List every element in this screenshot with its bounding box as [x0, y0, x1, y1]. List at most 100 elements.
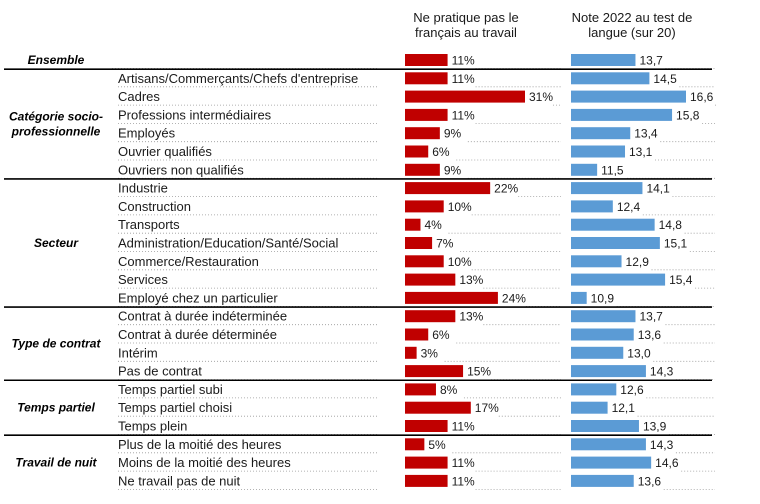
bar-blue [571, 255, 622, 268]
bar-red-label: 8% [440, 383, 458, 397]
bar-red [405, 401, 471, 414]
group-label: Type de contrat [12, 337, 102, 351]
bar-blue-label: 14,6 [655, 456, 679, 470]
group-label: professionnelle [11, 125, 101, 139]
bar-blue-label: 14,5 [653, 72, 677, 86]
bar-red [405, 54, 448, 66]
row-label: Temps partiel subi [118, 382, 223, 397]
group-label: Secteur [34, 236, 79, 250]
group-label: Temps partiel [17, 401, 95, 415]
bar-red-label: 13% [459, 310, 483, 324]
bar-red [405, 291, 498, 304]
bar-blue [571, 127, 631, 140]
bar-blue-label: 12,1 [612, 401, 636, 415]
bar-blue [571, 383, 617, 396]
bar-red-label: 11% [452, 420, 475, 434]
bar-red [405, 218, 421, 231]
bar-red [405, 255, 444, 268]
bar-red-label: 9% [444, 163, 462, 177]
bar-blue-label: 14,8 [659, 218, 683, 232]
bar-blue [571, 365, 646, 378]
bar-blue-label: 16,6 [690, 90, 714, 104]
bar-blue-label: 13,1 [629, 145, 653, 159]
bar-red [405, 310, 456, 323]
bar-blue-label: 14,3 [650, 438, 674, 452]
bar-red [405, 438, 425, 451]
row-label: Commerce/Restauration [118, 254, 259, 269]
bar-red [405, 108, 448, 121]
row-label: Ouvrier qualifiés [118, 144, 212, 159]
row-label: Employé chez un particulier [118, 290, 278, 305]
bar-blue-label: 12,9 [626, 255, 650, 269]
header-left-line: français au travail [415, 25, 517, 40]
bar-red-label: 6% [432, 145, 450, 159]
bar-blue-label: 15,8 [676, 108, 700, 122]
bar-blue [571, 273, 666, 286]
bar-blue-label: 11,5 [601, 163, 624, 177]
bar-red [405, 90, 525, 103]
bar-blue [571, 310, 636, 323]
bar-blue [571, 401, 608, 414]
bar-red [405, 474, 448, 487]
header-right-line: Note 2022 au test de [572, 10, 693, 25]
bar-blue [571, 182, 643, 195]
row-label: Ouvriers non qualifiés [118, 162, 244, 177]
bar-blue [571, 346, 624, 359]
bar-blue [571, 72, 650, 85]
row-label: Moins de la moitié des heures [118, 455, 291, 470]
bar-blue [571, 200, 613, 213]
bar-red-label: 11% [452, 108, 475, 122]
bar-red-label: 13% [459, 273, 483, 287]
bar-blue [571, 90, 686, 103]
bar-blue [571, 291, 587, 304]
group-label: Travail de nuit [15, 456, 97, 470]
row-label: Employés [118, 126, 176, 141]
bar-blue-label: 13,6 [638, 474, 662, 488]
bar-red-label: 4% [424, 218, 442, 232]
bar-red [405, 365, 464, 378]
bar-red-label: 9% [444, 127, 462, 141]
row-label: Plus de la moitié des heures [118, 437, 282, 452]
bar-blue [571, 328, 634, 341]
bar-blue-label: 13,7 [639, 310, 663, 324]
bar-red [405, 420, 448, 432]
bar-red-label: 11% [452, 54, 475, 68]
bar-red [405, 145, 429, 158]
bar-blue [571, 54, 636, 66]
bar-red-label: 11% [452, 72, 475, 86]
bar-blue [571, 218, 655, 231]
bar-blue [571, 420, 639, 432]
group-label: Catégorie socio- [9, 110, 103, 124]
bar-red [405, 200, 444, 213]
row-label: Contrat à durée indéterminée [118, 309, 287, 324]
header-right-line: langue (sur 20) [588, 25, 675, 40]
bar-red-label: 10% [448, 255, 472, 269]
bar-blue-label: 14,3 [650, 365, 674, 379]
row-label: Intérim [118, 345, 158, 360]
bar-blue-label: 15,4 [669, 273, 693, 287]
bar-red [405, 346, 417, 359]
bar-blue-label: 15,1 [664, 237, 688, 251]
bar-blue [571, 163, 598, 176]
row-label: Pas de contrat [118, 364, 202, 379]
bar-blue-label: 13,0 [627, 346, 651, 360]
bar-blue [571, 145, 626, 158]
bar-red [405, 383, 436, 396]
bar-red [405, 127, 440, 140]
row-label: Transports [118, 217, 180, 232]
bar-red-label: 17% [475, 401, 499, 415]
header-left-line: Ne pratique pas le [413, 10, 519, 25]
bar-blue [571, 108, 673, 121]
bar-blue-label: 13,4 [634, 127, 658, 141]
bar-red [405, 237, 433, 249]
bar-blue-label: 13,7 [639, 54, 663, 68]
bar-red-label: 15% [467, 365, 491, 379]
row-label: Administration/Education/Santé/Social [118, 236, 339, 251]
row-label: Ne travail pas de nuit [118, 473, 241, 488]
row-label: Professions intermédiaires [118, 107, 272, 122]
row-label: Temps partiel choisi [118, 400, 232, 415]
bar-blue-label: 13,6 [638, 328, 662, 342]
row-label: Services [118, 272, 168, 287]
